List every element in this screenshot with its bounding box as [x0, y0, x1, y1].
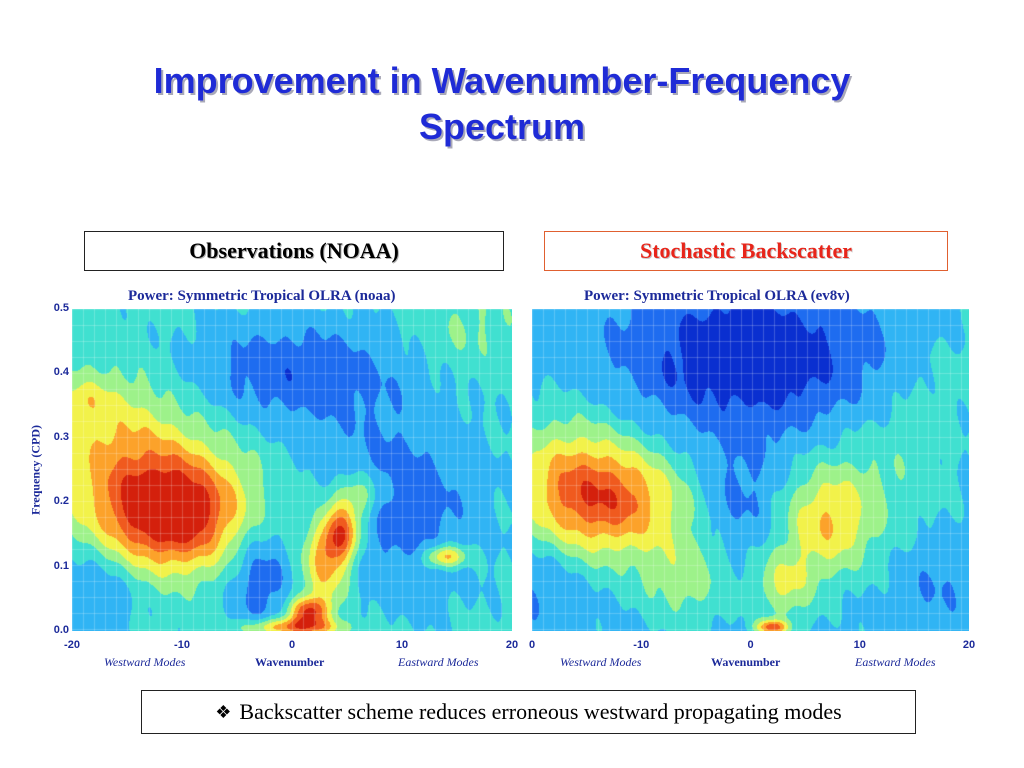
eastward-modes-label-right: Eastward Modes	[855, 655, 936, 669]
slide-title-line-2: Spectrum	[418, 106, 586, 147]
observations-label-box: Observations (NOAA)	[84, 231, 504, 271]
conclusion-text: Backscatter scheme reduces erroneous wes…	[239, 699, 842, 724]
stochastic-backscatter-label: Stochastic Backscatter	[639, 238, 852, 263]
x-tick-label-0-4: 20	[505, 639, 519, 651]
y-tick-label-0-5: 0.5	[53, 302, 69, 314]
x-tick-label-1-0: 0	[528, 639, 536, 651]
x-tick-label-0-3: 10	[395, 639, 409, 651]
x-axis-label-left: Wavenumber	[255, 655, 325, 669]
chart-title-ev8v: Power: Symmetric Tropical OLRA (ev8v)	[584, 288, 850, 304]
y-tick-label-0-0: 0.0	[53, 624, 69, 636]
y-tick-label-0-3: 0.3	[53, 430, 69, 443]
westward-modes-label-right: Westward Modes	[560, 655, 642, 669]
x-tick-label-1-4: 20	[962, 639, 976, 651]
chart-title-noaa: Power: Symmetric Tropical OLRA (noaa)	[128, 288, 396, 304]
y-tick-label-0-4: 0.4	[53, 366, 69, 379]
x-tick-label-1-2: 0	[747, 639, 754, 651]
x-tick-label-0-2: 0	[288, 639, 296, 651]
heatmap-canvas-1	[532, 309, 969, 631]
stochastic-backscatter-label-box: Stochastic Backscatter	[544, 231, 948, 271]
y-tick-label-0-1: 0.1	[53, 559, 69, 572]
x-tick-label-0-1: -10	[174, 639, 190, 651]
slide-title: Improvement in Wavenumber-Frequency Spec…	[62, 58, 942, 150]
y-tick-label-0-2: 0.2	[53, 495, 69, 508]
diamond-cluster-bullet-icon: ❖	[215, 701, 232, 722]
observations-label: Observations (NOAA)	[189, 238, 399, 263]
heatmap-ev8v	[532, 309, 969, 631]
heatmap-noaa	[72, 309, 512, 631]
heatmap-canvas-0	[72, 309, 512, 631]
eastward-modes-label-left: Eastward Modes	[398, 655, 479, 669]
slide-title-line-1: Improvement in Wavenumber-Frequency	[153, 60, 851, 101]
conclusion-box: ❖ Backscatter scheme reduces erroneous w…	[141, 690, 916, 734]
x-tick-label-1-3: 10	[853, 639, 866, 651]
x-tick-label-1-1: -10	[633, 639, 650, 651]
x-tick-label-0-0: -20	[64, 639, 80, 651]
x-axis-label-right: Wavenumber	[711, 655, 781, 669]
westward-modes-label-left: Westward Modes	[104, 655, 186, 669]
